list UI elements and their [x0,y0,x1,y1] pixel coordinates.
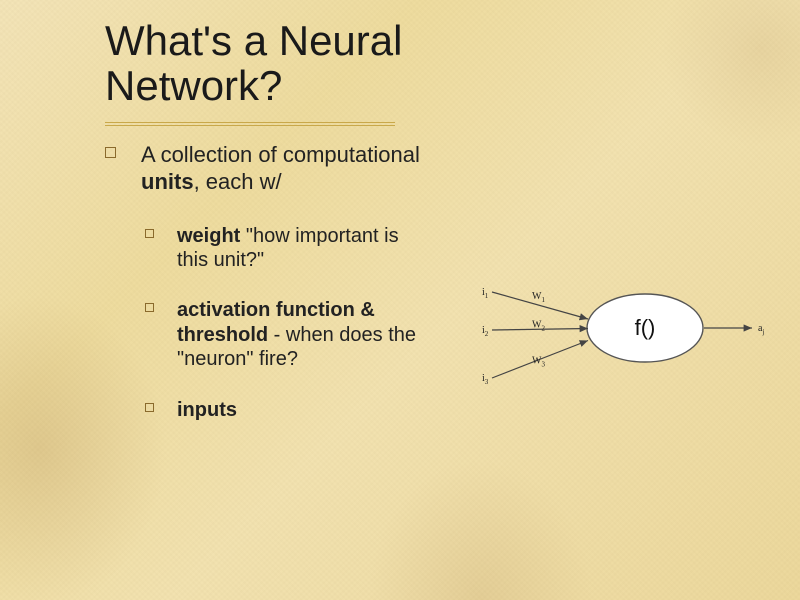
square-bullet-icon [105,147,116,158]
square-bullet-icon [145,229,154,238]
bullet-level2: activation function & threshold - when d… [145,298,425,371]
svg-text:W2: W2 [532,320,545,333]
bullet-level2: weight "how important is this unit?" [145,224,425,273]
neuron-diagram: f()i1W1i2W2i3W3aj [470,270,780,430]
sub-bold: inputs [177,399,237,421]
sub-bullets: weight "how important is this unit?" act… [145,224,425,422]
slide: What's a NeuralNetwork? A collection of … [0,0,800,600]
svg-text:f(): f() [635,315,656,340]
title-underline [105,122,395,126]
slide-title: What's a NeuralNetwork? [105,18,402,109]
square-bullet-icon [145,403,154,412]
sub-bold: weight [177,225,240,247]
diagram-svg: f()i1W1i2W2i3W3aj [470,270,780,430]
svg-text:i2: i2 [482,325,489,338]
bullet-text-bold: units [141,169,194,194]
bullet-text-post: , each w/ [194,169,282,194]
bullet-level2: inputs [145,398,425,422]
bullet-text-pre: A collection of computational [141,142,420,167]
square-bullet-icon [145,303,154,312]
bullet-level1: A collection of computational units, eac… [105,142,425,196]
svg-text:aj: aj [758,323,764,336]
svg-text:i3: i3 [482,373,489,386]
body-text: A collection of computational units, eac… [105,142,425,422]
svg-text:W1: W1 [532,291,545,304]
svg-text:i1: i1 [482,287,489,300]
